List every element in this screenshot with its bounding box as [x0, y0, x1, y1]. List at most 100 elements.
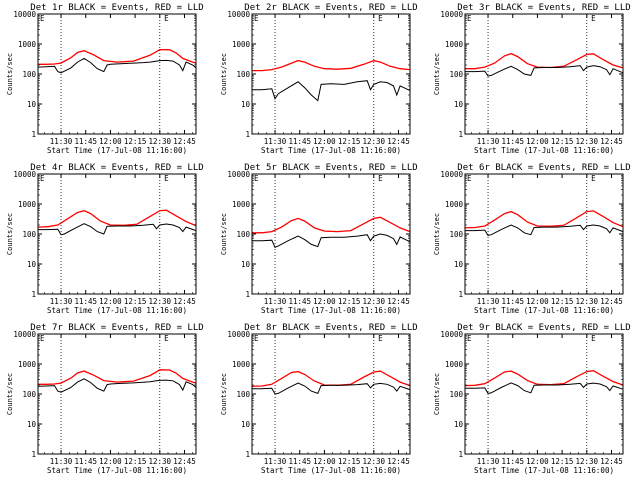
x-tick-label: 12:45: [600, 297, 623, 306]
x-tick-label: 12:30: [363, 457, 386, 466]
event-marker-label-left: E: [40, 174, 45, 183]
x-tick-label: 11:30: [264, 297, 287, 306]
event-marker-label-left: E: [467, 334, 472, 343]
y-axis-label: Counts/sec: [220, 53, 228, 95]
y-tick-label: 100: [449, 390, 463, 399]
y-tick-label: 10000: [227, 330, 250, 339]
y-tick-label: 1: [458, 290, 463, 299]
y-tick-label: 10000: [440, 330, 463, 339]
x-tick-label: 11:45: [288, 297, 311, 306]
y-axis-label: Counts/sec: [433, 373, 441, 415]
y-axis-label: Counts/sec: [6, 53, 14, 95]
lld-series-line: [465, 52, 624, 70]
x-tick-label: 12:45: [387, 457, 410, 466]
event-marker-label-left: E: [467, 174, 472, 183]
x-tick-label: 12:00: [526, 137, 549, 146]
plot-frame: [251, 13, 411, 135]
event-marker-label: E: [591, 334, 596, 343]
x-tick-label: 12:45: [387, 137, 410, 146]
y-axis-label: Counts/sec: [220, 213, 228, 255]
y-tick-label: 100: [449, 70, 463, 79]
y-tick-label: 100: [236, 70, 250, 79]
x-tick-label: 11:30: [264, 137, 287, 146]
x-tick-label: 12:30: [149, 137, 172, 146]
x-tick-label: 12:00: [313, 137, 336, 146]
plot-frame: [37, 173, 197, 295]
x-tick-label: 12:30: [576, 457, 599, 466]
y-tick-label: 10000: [227, 10, 250, 19]
y-tick-label: 1: [31, 130, 36, 139]
events-series-line: [465, 65, 624, 77]
lld-series-line: [252, 59, 411, 72]
events-series-line: [465, 224, 624, 236]
y-tick-label: 10: [27, 260, 37, 269]
y-tick-label: 100: [22, 70, 36, 79]
y-tick-label: 1000: [232, 200, 251, 209]
event-marker-label: E: [591, 14, 596, 23]
x-tick-label: 12:45: [600, 457, 623, 466]
x-axis-label: Start Time (17-Jul-08 11:16:00): [261, 146, 401, 155]
x-tick-label: 12:30: [576, 297, 599, 306]
plot-frame: [464, 13, 624, 135]
x-tick-label: 11:45: [74, 457, 97, 466]
y-tick-label: 10000: [13, 10, 36, 19]
event-marker-label: E: [164, 334, 169, 343]
panel-title: Det 7r BLACK = Events, RED = LLD: [30, 323, 203, 333]
x-tick-label: 11:30: [477, 137, 500, 146]
x-tick-label: 12:00: [99, 457, 122, 466]
x-tick-label: 11:30: [50, 297, 73, 306]
x-axis-label: Start Time (17-Jul-08 11:16:00): [474, 146, 614, 155]
x-tick-label: 12:15: [551, 137, 574, 146]
y-axis-label: Counts/sec: [6, 373, 14, 415]
x-tick-label: 12:15: [124, 457, 147, 466]
panel-title: Det 9r BLACK = Events, RED = LLD: [457, 323, 630, 333]
x-tick-label: 11:45: [288, 137, 311, 146]
x-tick-label: 12:15: [551, 297, 574, 306]
event-marker-label-left: E: [40, 14, 45, 23]
x-tick-label: 12:45: [173, 137, 196, 146]
lld-series-line: [38, 48, 197, 65]
x-tick-label: 11:45: [74, 297, 97, 306]
x-tick-label: 12:15: [551, 457, 574, 466]
y-tick-label: 10: [454, 100, 464, 109]
x-tick-label: 12:00: [526, 457, 549, 466]
plot-frame: [37, 333, 197, 455]
y-tick-label: 1: [245, 450, 250, 459]
event-marker-label: E: [164, 14, 169, 23]
event-marker-label-left: E: [254, 14, 259, 23]
y-tick-label: 10: [241, 100, 251, 109]
panel-title: Det 4r BLACK = Events, RED = LLD: [30, 163, 203, 173]
x-tick-label: 11:45: [74, 137, 97, 146]
x-tick-label: 11:45: [501, 297, 524, 306]
x-axis-label: Start Time (17-Jul-08 11:16:00): [47, 306, 187, 315]
x-tick-label: 12:45: [600, 137, 623, 146]
plot-frame: [464, 333, 624, 455]
x-tick-label: 12:30: [149, 457, 172, 466]
y-axis-label: Counts/sec: [433, 213, 441, 255]
x-tick-label: 12:00: [313, 297, 336, 306]
y-tick-label: 10: [27, 100, 37, 109]
y-tick-label: 100: [449, 230, 463, 239]
x-tick-label: 12:30: [363, 297, 386, 306]
y-tick-label: 10000: [13, 330, 36, 339]
x-axis-label: Start Time (17-Jul-08 11:16:00): [261, 306, 401, 315]
y-tick-label: 1000: [232, 40, 251, 49]
x-tick-label: 12:15: [338, 137, 361, 146]
x-tick-label: 12:00: [99, 137, 122, 146]
lld-series-line: [464, 210, 624, 229]
x-tick-label: 12:45: [173, 457, 196, 466]
y-tick-label: 1: [458, 450, 463, 459]
x-axis-label: Start Time (17-Jul-08 11:16:00): [261, 466, 401, 475]
x-tick-label: 12:30: [149, 297, 172, 306]
y-tick-label: 1: [245, 290, 250, 299]
y-tick-label: 10000: [440, 170, 463, 179]
events-series-line: [252, 80, 411, 102]
y-tick-label: 10: [241, 420, 251, 429]
y-tick-label: 1: [31, 450, 36, 459]
